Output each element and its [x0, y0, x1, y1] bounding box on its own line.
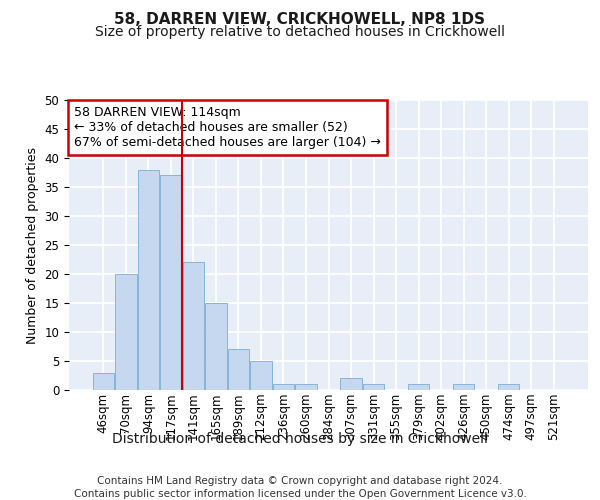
Bar: [295, 384, 317, 390]
Text: 58 DARREN VIEW: 114sqm
← 33% of detached houses are smaller (52)
67% of semi-det: 58 DARREN VIEW: 114sqm ← 33% of detached…: [74, 106, 381, 149]
Bar: [408, 384, 429, 390]
Bar: [137, 170, 159, 390]
Bar: [250, 361, 272, 390]
Bar: [228, 350, 249, 390]
Bar: [453, 384, 475, 390]
Text: Contains HM Land Registry data © Crown copyright and database right 2024.: Contains HM Land Registry data © Crown c…: [97, 476, 503, 486]
Bar: [340, 378, 362, 390]
Text: Size of property relative to detached houses in Crickhowell: Size of property relative to detached ho…: [95, 25, 505, 39]
Bar: [498, 384, 520, 390]
Text: 58, DARREN VIEW, CRICKHOWELL, NP8 1DS: 58, DARREN VIEW, CRICKHOWELL, NP8 1DS: [115, 12, 485, 28]
Bar: [273, 384, 294, 390]
Bar: [92, 372, 114, 390]
Bar: [182, 262, 204, 390]
Text: Contains public sector information licensed under the Open Government Licence v3: Contains public sector information licen…: [74, 489, 526, 499]
Text: Distribution of detached houses by size in Crickhowell: Distribution of detached houses by size …: [112, 432, 488, 446]
Bar: [363, 384, 384, 390]
Bar: [115, 274, 137, 390]
Bar: [160, 176, 182, 390]
Y-axis label: Number of detached properties: Number of detached properties: [26, 146, 39, 344]
Bar: [205, 303, 227, 390]
